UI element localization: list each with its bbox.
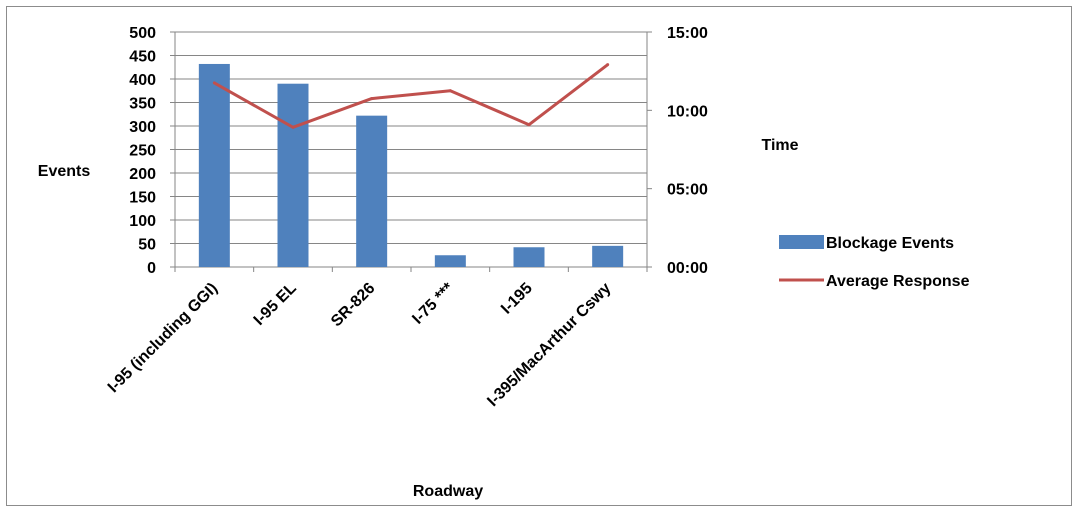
- y-tick-label: 0: [147, 260, 156, 277]
- y-tick-label: 450: [129, 49, 156, 66]
- y2-axis-label: Time: [761, 137, 798, 154]
- y2-tick-label: 10:00: [667, 103, 708, 120]
- y2-tick-label: 15:00: [667, 25, 708, 42]
- average-response-point-5: [606, 63, 610, 67]
- y2-tick-label: 00:00: [667, 260, 708, 277]
- bar-5: [592, 245, 624, 267]
- x-axis-ticks: I-95 (including GGI) I-95 EL SR-826 I-75 **…: [105, 279, 615, 410]
- x-axis-label: Roadway: [413, 483, 483, 500]
- x-tick-label: I-75 ***: [409, 279, 457, 327]
- line-series: [212, 63, 610, 129]
- legend-swatch-blockage-events: [779, 235, 824, 249]
- average-response-point-3: [448, 89, 452, 93]
- bar-2: [356, 115, 388, 267]
- y-tick-label: 500: [129, 25, 156, 42]
- y-tick-label: 150: [129, 190, 156, 207]
- y-tick-label: 100: [129, 213, 156, 230]
- y-axis-label: Events: [38, 163, 91, 180]
- average-response-line: [213, 63, 609, 129]
- right-axis-ticks: 00:00 05:00 10:00 15:00: [667, 25, 708, 277]
- bar-1: [277, 83, 309, 267]
- x-tick-label: I-95 EL: [251, 280, 300, 329]
- average-response-point-1: [291, 125, 295, 129]
- y-tick-label: 300: [129, 119, 156, 136]
- y2-tick-label: 05:00: [667, 182, 708, 199]
- legend-label-blockage-events: Blockage Events: [826, 235, 954, 252]
- axes: [170, 31, 652, 272]
- bar-0: [198, 63, 230, 268]
- average-response-point-4: [527, 123, 531, 127]
- left-axis-ticks: 0 50 100 150 200 250 300 350 400 450 500: [129, 25, 156, 277]
- bar-4: [513, 247, 545, 267]
- legend-label-average-response: Average Response: [826, 273, 970, 290]
- y-tick-label: 50: [138, 237, 156, 254]
- gridlines: [175, 31, 647, 268]
- y-tick-label: 250: [129, 143, 156, 160]
- bar-series: [198, 63, 624, 268]
- y-tick-label: 400: [129, 72, 156, 89]
- x-tick-label: I-95 (including GGI): [105, 280, 221, 396]
- average-response-point-0: [212, 81, 216, 85]
- y-tick-label: 350: [129, 96, 156, 113]
- x-tick-label: I-195: [498, 280, 536, 318]
- bar-3: [434, 255, 466, 267]
- x-tick-label: SR-826: [328, 280, 378, 330]
- y-tick-label: 200: [129, 166, 156, 183]
- legend: Blockage Events Average Response: [779, 235, 970, 290]
- average-response-point-2: [370, 97, 374, 101]
